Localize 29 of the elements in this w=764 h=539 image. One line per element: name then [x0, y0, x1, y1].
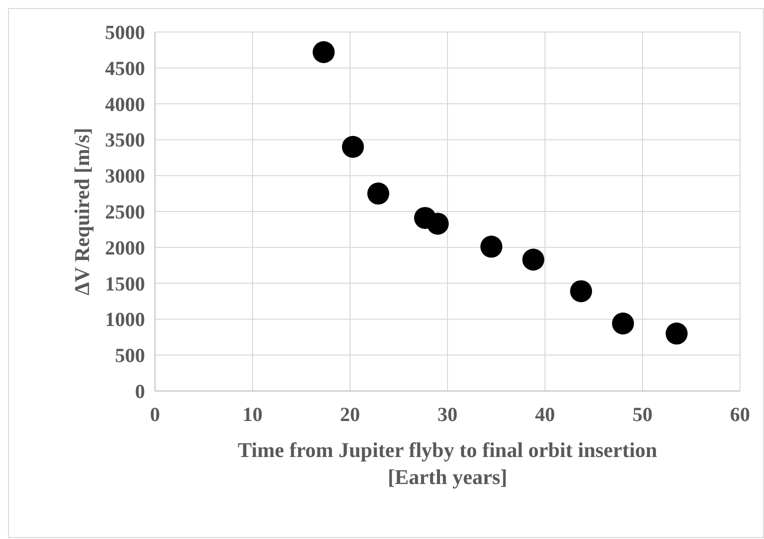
y-tick-label: 4500: [105, 58, 145, 80]
point: [612, 312, 634, 335]
x-tick-label: 60: [730, 404, 750, 426]
point: [367, 182, 390, 205]
y-tick-label: 2500: [105, 202, 145, 224]
point: [480, 236, 502, 258]
y-tick-label: 5000: [105, 22, 145, 44]
y-tick-label: 4000: [105, 94, 145, 116]
y-tick-label: 500: [115, 345, 145, 368]
point: [666, 322, 688, 345]
point: [570, 280, 592, 302]
x-tick-label: 10: [242, 404, 262, 426]
y-tick-label: 1500: [105, 273, 145, 296]
y-tick-label: 2000: [105, 237, 145, 260]
x-tick-label: 50: [632, 404, 652, 426]
point: [312, 41, 335, 64]
x-tick-label: 0: [150, 404, 160, 426]
point: [342, 136, 364, 158]
y-tick-label: 3500: [105, 130, 145, 152]
point: [426, 212, 449, 235]
point: [522, 248, 544, 271]
x-tick-label: 40: [535, 404, 555, 426]
x-tick-label: 30: [438, 404, 458, 426]
x-axis-title: Time from Jupiter flyby to final orbit insertion [Earth years]: [238, 438, 658, 489]
x-tick-label: 20: [340, 404, 360, 426]
y-axis-title: ΔV Required [m/s]: [70, 128, 94, 296]
y-tick-label: 0: [135, 381, 145, 403]
y-tick-label: 1000: [105, 309, 145, 332]
y-tick-label: 3000: [105, 166, 145, 188]
